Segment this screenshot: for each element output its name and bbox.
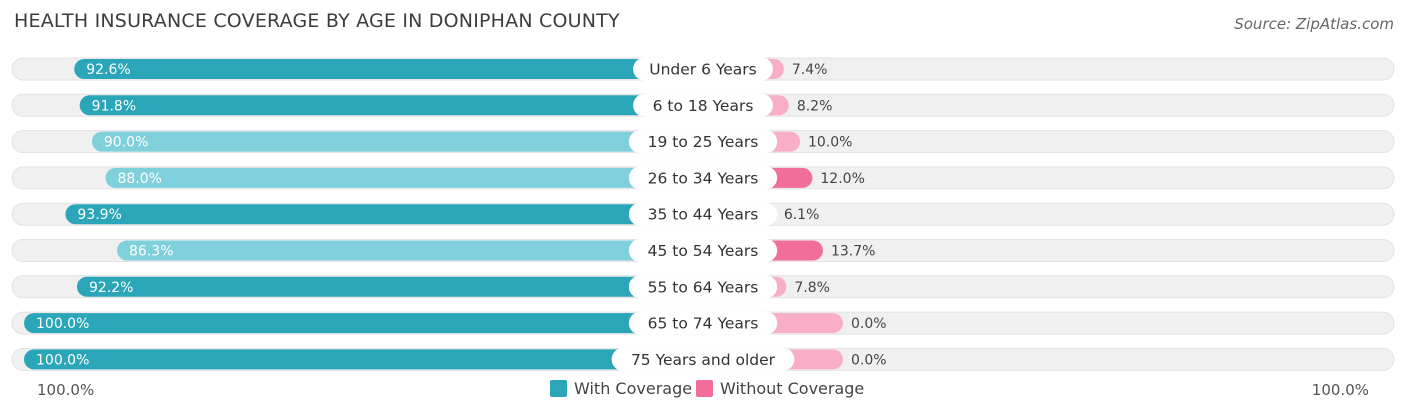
category-pill [611,347,795,371]
value-label-without-coverage: 13.7% [831,244,875,260]
value-label-with-coverage: 90.0% [104,135,148,151]
category-label: Under 6 Years [649,61,757,79]
legend: With Coverage Without Coverage [0,379,1406,401]
legend-item-with-coverage[interactable]: With Coverage [550,379,692,398]
value-label-with-coverage: 92.2% [89,280,133,296]
axis-label-left: 100.0% [37,381,95,399]
legend-label-with-coverage: With Coverage [574,379,693,398]
category-pill [628,239,778,262]
value-label-without-coverage: 12.0% [820,171,864,187]
bar-with-coverage [76,276,704,297]
value-label-without-coverage: 7.8% [794,280,830,296]
value-label-with-coverage: 86.3% [129,244,173,260]
chart: Under 6 Years 92.6% 7.4% 6 to 18 Years 91.8%… [11,57,1395,371]
value-label-with-coverage: 100.0% [36,316,89,332]
legend-swatch-without-coverage [696,380,713,397]
chart-title: HEALTH INSURANCE COVERAGE BY AGE IN DONI… [14,10,620,32]
legend-item-without-coverage[interactable]: Without Coverage [696,379,864,398]
category-label: 35 to 44 Years [648,206,759,224]
value-label-with-coverage: 100.0% [36,352,89,368]
category-pill [633,93,773,117]
value-label-with-coverage: 93.9% [77,207,121,223]
category-label: 26 to 34 Years [648,169,759,187]
value-label-without-coverage: 6.1% [784,207,820,223]
category-label: 6 to 18 Years [653,97,754,115]
legend-label-without-coverage: Without Coverage [720,379,865,398]
category-label: 65 to 74 Years [648,315,759,333]
bar-with-coverage [117,240,703,261]
bar-with-coverage [74,59,704,79]
value-label-with-coverage: 92.6% [86,62,130,78]
value-label-without-coverage: 0.0% [851,316,887,332]
bar-with-coverage [91,131,703,152]
category-label: 19 to 25 Years [648,133,759,151]
value-label-with-coverage: 91.8% [92,98,136,114]
category-pill [628,130,778,154]
category-label: 45 to 54 Years [648,242,759,260]
value-label-without-coverage: 0.0% [851,352,887,368]
value-label-without-coverage: 7.4% [792,62,828,78]
category-pill [628,275,778,299]
value-label-without-coverage: 10.0% [808,135,852,151]
bar-with-coverage [79,95,704,116]
category-label: 75 Years and older [631,351,776,369]
bar-with-coverage [24,313,703,334]
category-label: 55 to 64 Years [648,278,759,296]
bar-with-coverage [24,349,703,370]
value-label-with-coverage: 88.0% [117,171,161,187]
value-label-without-coverage: 8.2% [797,98,833,114]
category-pill [628,311,778,335]
axis-label-right: 100.0% [1311,381,1369,399]
category-pill [628,166,778,190]
legend-swatch-with-coverage [550,380,567,397]
bar-with-coverage [65,204,703,225]
category-pill [628,202,778,226]
category-pill [633,57,773,81]
source-label: Source: ZipAtlas.com [1234,15,1394,33]
bar-with-coverage [105,167,704,188]
